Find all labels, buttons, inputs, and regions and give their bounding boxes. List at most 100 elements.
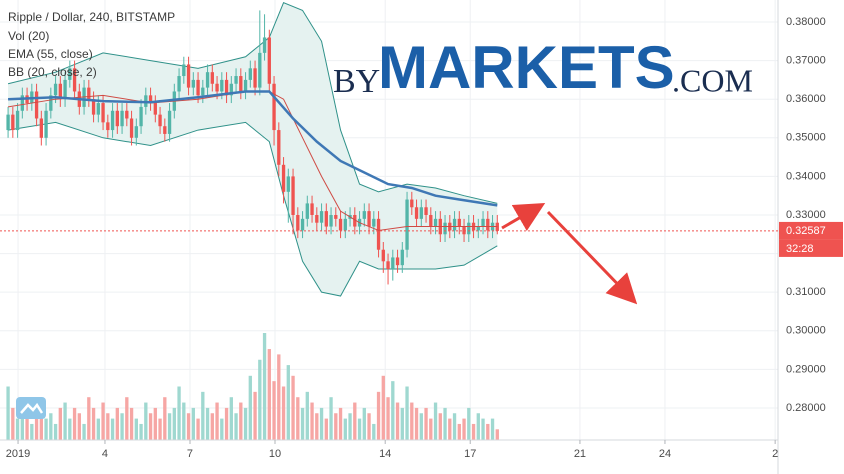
volume-bar (462, 418, 466, 440)
indicator-label: Vol (20) (8, 29, 49, 43)
volume-bar (310, 402, 314, 440)
volume-bar (134, 418, 138, 440)
candle-body (11, 114, 15, 131)
candle-body (205, 72, 210, 88)
candle-body (243, 79, 248, 92)
candle-body (476, 226, 480, 231)
countdown-box (779, 239, 843, 257)
volume-bar (367, 413, 371, 440)
x-tick-label: 24 (659, 448, 671, 460)
volume-bar (239, 402, 243, 440)
candle-body (58, 83, 62, 100)
volume-bar (30, 423, 34, 440)
candle-body (96, 103, 100, 115)
volume-bar (481, 418, 485, 440)
candle-body (129, 118, 134, 138)
forecast-arrow (546, 210, 638, 305)
candle-body (395, 257, 400, 266)
volume-bar (215, 402, 219, 440)
y-tick-label: 0.28000 (786, 402, 826, 414)
volume-bar (414, 407, 419, 440)
candle-body (429, 214, 433, 227)
volume-bar (210, 413, 214, 440)
volume-bar (205, 407, 210, 440)
volume-bar (391, 381, 395, 440)
volume-bar (220, 418, 224, 440)
volume-bar (395, 402, 400, 440)
volume-bar (144, 402, 148, 440)
candle-body (376, 218, 381, 250)
candle-body (39, 118, 43, 138)
volume-bar (139, 423, 143, 440)
y-tick-label: 0.34000 (786, 170, 826, 182)
volume-bar (296, 397, 300, 440)
volume-bar (25, 413, 29, 440)
volume-bar (234, 413, 238, 440)
volume-bar (376, 391, 381, 440)
candle-body (44, 110, 48, 138)
candle-body (49, 95, 53, 111)
candle-body (20, 95, 24, 111)
candle-body (334, 214, 338, 219)
volume-bar (163, 397, 167, 440)
volume-bar (53, 423, 58, 440)
volume-bar (495, 429, 499, 440)
volume-bar (177, 386, 181, 440)
candle-body (6, 114, 10, 131)
candle-body (158, 114, 162, 127)
candle-body (34, 91, 39, 119)
candle-body (329, 214, 333, 227)
volume-bar (348, 413, 352, 440)
candle-body (163, 126, 167, 134)
x-tick-label: 7 (187, 448, 193, 460)
candle-body (405, 199, 409, 250)
indicator-label: BB (20, close, 2) (8, 65, 97, 79)
candle-body (210, 72, 214, 84)
candle-body (253, 68, 257, 88)
candle-body (201, 87, 205, 96)
candle-body (281, 164, 286, 192)
volume-bar (381, 375, 385, 440)
volume-bar (120, 413, 124, 440)
candle-body (424, 207, 428, 215)
volume-bar (11, 407, 15, 440)
volume-bar (419, 413, 423, 440)
volume-bar (39, 407, 43, 440)
watermark-by: BY (333, 63, 380, 100)
volume-bar (101, 402, 105, 440)
candle-body (15, 110, 20, 131)
candle-body (91, 99, 96, 115)
candle-body (262, 37, 267, 53)
volume-bar (410, 402, 414, 440)
candle-body (186, 64, 191, 88)
volume-bar (196, 418, 200, 440)
y-tick-label: 0.31000 (786, 286, 826, 298)
candle-body (386, 261, 390, 270)
volume-bar (476, 413, 480, 440)
x-tick-label: 4 (102, 448, 108, 460)
volume-bar (272, 381, 276, 440)
candle-body (338, 218, 343, 231)
volume-bar (186, 413, 191, 440)
volume-bar (429, 418, 433, 440)
candle-body (291, 176, 295, 215)
volume-bar (400, 407, 404, 440)
volume-bar (448, 418, 452, 440)
candle-body (258, 52, 262, 88)
candle-body (310, 203, 314, 215)
volume-bar (286, 365, 290, 440)
volume-bar (77, 413, 81, 440)
y-tick-label: 0.30000 (786, 325, 826, 337)
ema-line (8, 90, 498, 207)
volume-bar (467, 407, 471, 440)
candle-body (381, 249, 385, 262)
candle-body (443, 222, 447, 235)
volume-bar (471, 423, 476, 440)
volume-bar (424, 407, 428, 440)
volume-bar (319, 407, 324, 440)
volume-bar (433, 402, 438, 440)
x-tick-label: 21 (574, 448, 586, 460)
candle-body (481, 218, 485, 227)
candle-body (72, 68, 77, 92)
